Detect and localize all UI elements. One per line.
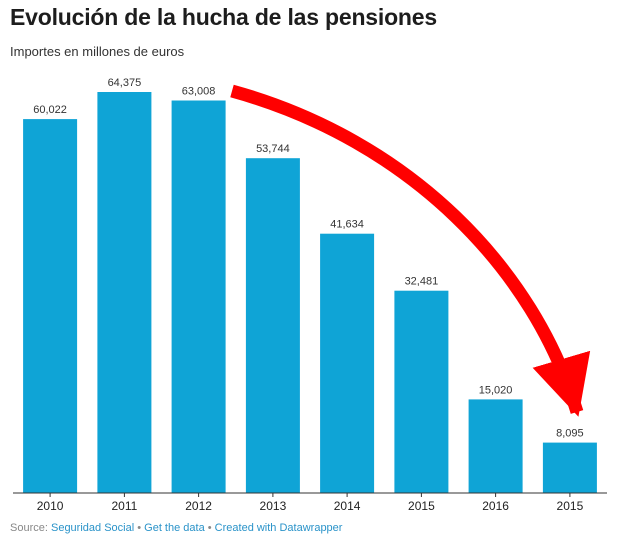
bar-2013 bbox=[245, 158, 300, 493]
datawrapper-link[interactable]: Created with Datawrapper bbox=[214, 522, 343, 534]
footer-separator: • bbox=[207, 522, 212, 534]
value-label: 60,022 bbox=[33, 104, 67, 116]
bar-2011 bbox=[97, 92, 152, 493]
value-label: 8,095 bbox=[556, 428, 584, 440]
source-link[interactable]: Seguridad Social bbox=[50, 522, 135, 534]
footer: Source: Seguridad Social • Get the data … bbox=[10, 522, 342, 534]
bars-group bbox=[23, 92, 597, 493]
get-data-link[interactable]: Get the data bbox=[144, 522, 205, 534]
x-ticks-group: 2010 2011 2012 2013 2014 2015 2016 2015 bbox=[37, 493, 584, 513]
trend-arrow bbox=[230, 84, 591, 417]
footer-separator: • bbox=[137, 522, 142, 534]
x-tick-label: 2014 bbox=[334, 499, 361, 513]
value-label: 32,481 bbox=[405, 276, 439, 288]
value-label: 41,634 bbox=[330, 219, 364, 231]
x-tick-label: 2015 bbox=[557, 499, 584, 513]
bar-2016 bbox=[468, 399, 523, 493]
value-label: 15,020 bbox=[479, 384, 513, 396]
bar-2012 bbox=[171, 100, 226, 493]
x-tick-label: 2016 bbox=[482, 499, 509, 513]
chart-subtitle: Importes en millones de euros bbox=[10, 44, 185, 59]
bar-2015 bbox=[542, 442, 597, 493]
chart-title: Evolución de la hucha de las pensiones bbox=[10, 4, 437, 30]
x-tick-label: 2015 bbox=[408, 499, 435, 513]
value-label: 63,008 bbox=[182, 86, 216, 98]
x-tick-label: 2011 bbox=[111, 499, 137, 513]
value-label: 53,744 bbox=[256, 143, 290, 155]
bar-2014 bbox=[320, 233, 375, 493]
x-tick-label: 2013 bbox=[260, 499, 287, 513]
value-label: 64,375 bbox=[108, 77, 142, 89]
source-label: Source: bbox=[10, 522, 48, 534]
x-tick-label: 2010 bbox=[37, 499, 64, 513]
value-labels-group: 60,022 64,375 63,008 53,744 41,634 32,481 15,0… bbox=[33, 77, 583, 440]
bar-2015 bbox=[394, 290, 449, 493]
bar-2010 bbox=[23, 119, 78, 493]
x-tick-label: 2012 bbox=[185, 499, 212, 513]
